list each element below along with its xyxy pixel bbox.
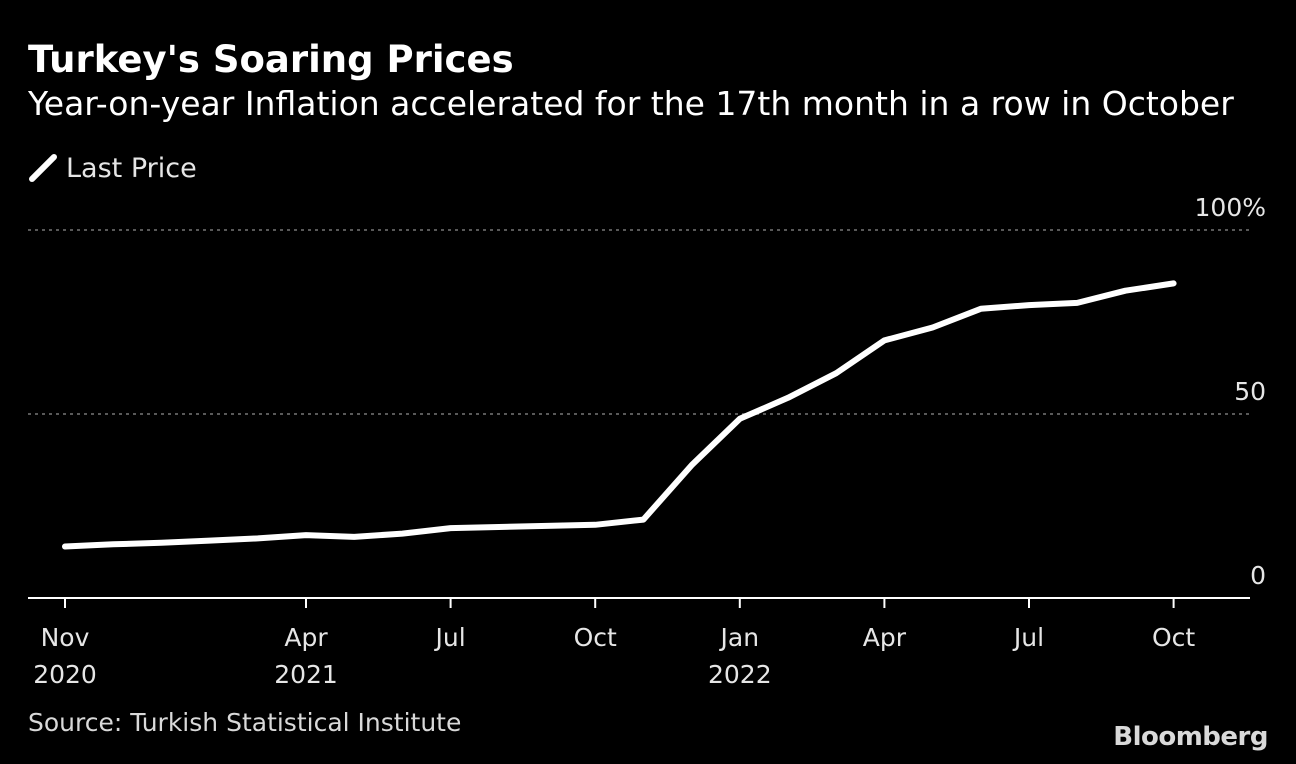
x-tick-year-label: 2022: [708, 660, 772, 689]
x-tick-label: Nov: [41, 623, 90, 652]
chart-subtitle: Year-on-year Inflation accelerated for t…: [28, 84, 1234, 123]
legend: Last Price: [28, 150, 197, 186]
x-tick-label: Oct: [1152, 623, 1195, 652]
x-tick-label: Apr: [863, 623, 907, 652]
line-legend-icon: [29, 154, 57, 182]
x-tick-label: Jul: [1012, 623, 1044, 652]
source-note: Source: Turkish Statistical Institute: [28, 708, 462, 737]
series-line-last-price: [62, 280, 1177, 550]
legend-label: Last Price: [66, 152, 197, 184]
x-tick-year-label: 2021: [274, 660, 338, 689]
x-tick-year-label: 2020: [33, 660, 97, 689]
x-tick-label: Jul: [434, 623, 466, 652]
chart-title: Turkey's Soaring Prices: [28, 38, 514, 81]
x-tick-label: Jan: [719, 623, 760, 652]
y-tick-label: 50: [1234, 377, 1266, 406]
bloomberg-logo: Bloomberg: [1113, 722, 1268, 752]
x-tick-label: Apr: [284, 623, 328, 652]
y-tick-label: 100%: [1195, 193, 1266, 222]
x-tick-label: Oct: [574, 623, 617, 652]
y-tick-label: 0: [1250, 561, 1266, 590]
